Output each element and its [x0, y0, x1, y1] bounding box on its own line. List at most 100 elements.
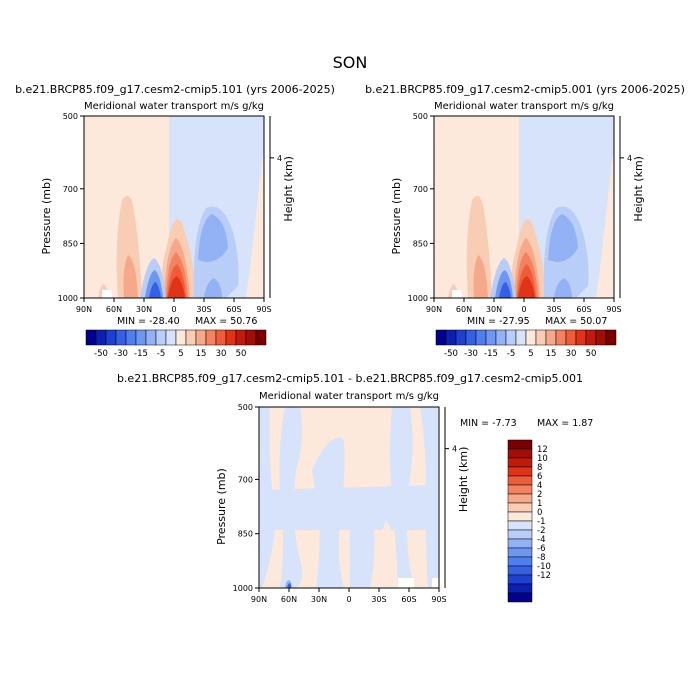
- x-tick-label: 90N: [426, 305, 442, 314]
- colorbar-label: 6: [537, 472, 542, 482]
- diff-missing: [432, 578, 439, 588]
- case1-contour: [168, 276, 185, 298]
- panel-case2-min: MIN = -27.95: [467, 316, 530, 327]
- x-tick-label: 0: [521, 305, 526, 314]
- colorbar-swatch: [507, 439, 533, 450]
- colorbar-swatch: [585, 329, 597, 346]
- case1-contour: [204, 278, 222, 298]
- colorbar-label: -30: [114, 349, 128, 359]
- colorbar-swatch: [507, 520, 533, 531]
- y-tick-label: 1000: [58, 294, 78, 303]
- y-axis-label: Pressure (mb): [40, 178, 53, 255]
- colorbar-swatch: [485, 329, 497, 346]
- panel-case1-ticks: 90N 60N 30N 0 30S 60S 90S 500 700 850 1000 4 Pressur…: [40, 112, 295, 314]
- panel-diff-max: MAX = 1.87: [537, 418, 593, 429]
- colorbar-swatch: [507, 574, 533, 585]
- colorbar-label: -30: [464, 349, 478, 359]
- panel-diff-units: m/s g/kg: [396, 391, 439, 402]
- y-tick-label: 1000: [233, 584, 253, 593]
- y-tick-label: 700: [413, 185, 428, 194]
- panel-case1-min: MIN = -28.40: [117, 316, 180, 327]
- colorbar-swatch: [535, 329, 547, 346]
- right-axis-label: Height (km): [632, 156, 645, 222]
- case2-contour: [473, 255, 488, 298]
- colorbar-swatch: [507, 448, 533, 459]
- colorbar-swatch: [505, 329, 517, 346]
- colorbar-label: 0: [537, 508, 542, 518]
- colorbar-label: 8: [537, 463, 542, 473]
- panel-case1-field: [84, 116, 264, 298]
- colorbar-label: 10: [537, 454, 548, 464]
- panel-diff-subtitle: Meridional water transport: [259, 391, 392, 402]
- y-axis-label: Pressure (mb): [215, 468, 228, 545]
- colorbar-swatch: [85, 329, 97, 346]
- case1-contour: [123, 255, 138, 298]
- colorbar-swatch: [545, 329, 557, 346]
- colorbar-label: 15: [546, 349, 557, 359]
- right-tick-label: 4: [452, 445, 457, 454]
- diff-contour: [259, 485, 439, 530]
- colorbar-swatch: [605, 329, 617, 346]
- colorbar-swatch: [565, 329, 577, 346]
- colorbar-swatch: [555, 329, 567, 346]
- colorbar-label: -1: [537, 517, 545, 527]
- colorbar-swatch: [215, 329, 227, 346]
- y-tick-label: 850: [413, 239, 428, 248]
- x-tick-label: 90S: [606, 305, 621, 314]
- panel-case2-colorbar: -50 -30 -15 -5 5 15 30 50: [435, 329, 617, 359]
- case1-contour: [116, 195, 142, 298]
- colorbar-swatch: [507, 583, 533, 594]
- panel-diff-field: [259, 407, 439, 588]
- x-tick-label: 60S: [401, 595, 416, 604]
- x-tick-label: 60S: [226, 305, 241, 314]
- diff-contour: [350, 506, 375, 588]
- y-tick-label: 500: [63, 112, 78, 121]
- colorbar-swatch: [507, 592, 533, 603]
- diff-contour: [287, 583, 291, 588]
- case2-contour: [548, 214, 578, 262]
- colorbar-swatch: [245, 329, 257, 346]
- x-tick-label: 0: [171, 305, 176, 314]
- panel-diff-min: MIN = -7.73: [460, 418, 517, 429]
- x-tick-label: 30S: [196, 305, 211, 314]
- colorbar-label: 12: [537, 445, 548, 455]
- panel-case2-units: m/s g/kg: [571, 101, 614, 112]
- colorbar-label: 15: [196, 349, 207, 359]
- y-tick-label: 700: [238, 475, 253, 484]
- colorbar-label: -2: [537, 526, 545, 536]
- right-tick-label: 4: [277, 154, 282, 163]
- x-tick-label: 30N: [311, 595, 327, 604]
- colorbar-swatch: [115, 329, 127, 346]
- colorbar-swatch: [507, 565, 533, 576]
- case1-contour: [198, 214, 228, 262]
- colorbar-swatch: [525, 329, 537, 346]
- panel-case2-field: [434, 116, 614, 298]
- right-axis-label: Height (km): [457, 447, 470, 513]
- panel-case2-title: b.e21.BRCP85.f09_g17.cesm2-cmip5.001 (yr…: [365, 83, 685, 96]
- colorbar-swatch: [175, 329, 187, 346]
- colorbar-swatch: [507, 493, 533, 504]
- y-tick-label: 850: [238, 530, 253, 539]
- colorbar-swatch: [135, 329, 147, 346]
- colorbar-swatch: [195, 329, 207, 346]
- case2-contour: [518, 276, 535, 298]
- colorbar-swatch: [475, 329, 487, 346]
- y-tick-label: 700: [63, 185, 78, 194]
- colorbar-swatch: [507, 484, 533, 495]
- x-tick-label: 60N: [281, 595, 297, 604]
- panel-case2-ticks: 90N 60N 30N 0 30S 60S 90S 500 700 850 1000 4 Pressur…: [390, 112, 645, 314]
- colorbar-swatch: [595, 329, 607, 346]
- colorbar-swatch: [95, 329, 107, 346]
- colorbar-swatch: [225, 329, 237, 346]
- diff-contour: [420, 407, 439, 588]
- case2-contour: [554, 278, 572, 298]
- colorbar-swatch: [235, 329, 247, 346]
- colorbar-swatch: [507, 529, 533, 540]
- case2-contour: [499, 282, 511, 298]
- figure-title: SON: [333, 53, 368, 72]
- colorbar-swatch: [507, 475, 533, 486]
- x-tick-label: 30N: [486, 305, 502, 314]
- colorbar-swatch: [507, 556, 533, 567]
